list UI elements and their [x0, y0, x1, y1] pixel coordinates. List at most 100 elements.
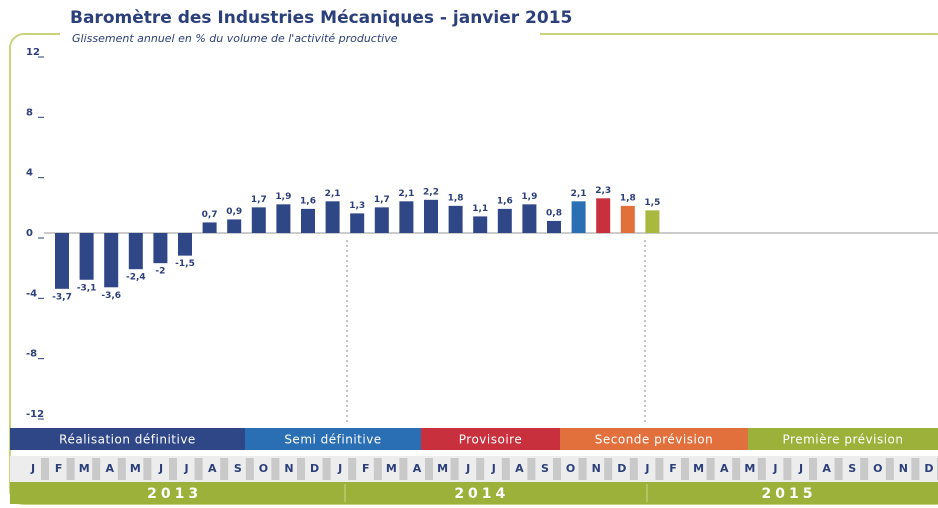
bar — [547, 220, 561, 233]
value-label: -2,4 — [126, 273, 146, 283]
x-tick-label: A — [208, 462, 217, 475]
x-tick-label: J — [491, 462, 496, 475]
month-cell — [501, 458, 510, 480]
value-label: -3,1 — [77, 283, 97, 293]
y-tick-label: 4 — [26, 168, 33, 179]
x-tick-label: A — [720, 462, 729, 475]
x-tick-label: S — [541, 462, 549, 475]
title-bg — [60, 4, 540, 48]
value-label: 2,2 — [423, 187, 439, 197]
month-cell — [783, 458, 792, 480]
bar — [473, 216, 488, 233]
bar — [202, 222, 217, 233]
month-cell — [399, 458, 408, 480]
month-cell — [732, 458, 741, 480]
phase-band — [10, 428, 245, 450]
bar — [55, 233, 69, 289]
bar — [497, 208, 512, 233]
y-tick-label: 0 — [26, 228, 33, 239]
value-label: -1,5 — [175, 259, 195, 269]
x-tick-label: M — [130, 462, 141, 475]
x-tick-label: D — [924, 462, 933, 475]
value-label: 2,1 — [398, 189, 414, 199]
x-tick-label: O — [873, 462, 882, 475]
value-label: 1,3 — [349, 201, 365, 211]
bar — [424, 199, 438, 233]
bar — [571, 201, 586, 233]
month-cell — [220, 458, 229, 480]
value-label: -3,6 — [101, 291, 121, 301]
value-label: 1,6 — [497, 196, 513, 206]
month-cell — [41, 458, 49, 480]
phase-band — [245, 428, 421, 450]
bar — [276, 204, 291, 233]
value-label: 2,1 — [571, 189, 587, 199]
x-tick-label: F — [362, 462, 370, 475]
x-tick-label: N — [592, 462, 601, 475]
month-cell — [143, 458, 152, 480]
month-strip — [10, 456, 938, 482]
bar — [153, 233, 168, 264]
x-tick-label: M — [79, 462, 90, 475]
value-label: 1,6 — [300, 196, 316, 206]
month-cell — [655, 458, 664, 480]
value-label: 1,8 — [448, 193, 464, 203]
year-label: 2015 — [762, 486, 817, 502]
x-tick-label: J — [30, 462, 35, 475]
phase-label: Seconde prévision — [595, 433, 714, 447]
value-label: 0,9 — [226, 207, 242, 217]
month-cell — [578, 458, 587, 480]
bar — [596, 198, 611, 233]
x-tick-label: J — [184, 462, 189, 475]
value-label: -3,7 — [52, 292, 72, 302]
x-tick-label: M — [437, 462, 448, 475]
bar — [79, 233, 94, 280]
phase-band — [560, 428, 748, 450]
month-cell — [194, 458, 203, 480]
month-cell — [911, 458, 920, 480]
x-tick-label: S — [848, 462, 856, 475]
value-label: 1,9 — [275, 192, 291, 202]
x-tick-label: N — [284, 462, 293, 475]
x-tick-label: D — [617, 462, 626, 475]
bar — [522, 204, 537, 233]
year-strip — [10, 482, 938, 504]
x-tick-label: A — [413, 462, 422, 475]
x-tick-label: M — [744, 462, 755, 475]
phase-label: Provisoire — [459, 433, 522, 447]
y-tick-label: -8 — [26, 349, 37, 360]
month-cell — [629, 458, 638, 480]
month-cell — [169, 458, 177, 480]
month-cell — [425, 458, 433, 480]
month-cell — [373, 458, 382, 480]
value-label: 1,1 — [472, 204, 488, 214]
x-tick-label: J — [644, 462, 649, 475]
y-tick-label: -12 — [26, 409, 44, 420]
phase-label: Semi définitive — [284, 433, 381, 447]
x-tick-label: J — [465, 462, 470, 475]
value-label: 0,7 — [202, 210, 218, 220]
month-cell — [322, 458, 331, 480]
phase-label: Première prévision — [783, 433, 904, 447]
bar — [325, 201, 340, 233]
chart-title: Baromètre des Industries Mécaniques - ja… — [70, 8, 572, 28]
month-cell — [834, 458, 843, 480]
month-cell — [681, 458, 689, 480]
value-label: 2,1 — [325, 189, 341, 199]
x-tick-label: S — [234, 462, 242, 475]
bar — [128, 233, 143, 270]
month-cell — [66, 458, 75, 480]
x-tick-label: A — [106, 462, 115, 475]
value-label: 1,8 — [620, 193, 636, 203]
x-tick-label: J — [772, 462, 777, 475]
month-cell — [450, 458, 459, 480]
bar — [178, 233, 192, 256]
y-tick-label: -4 — [26, 288, 37, 299]
month-cell — [553, 458, 561, 480]
bar — [374, 207, 389, 233]
bar — [620, 205, 635, 233]
x-tick-label: M — [386, 462, 397, 475]
year-label: 2013 — [147, 486, 202, 502]
bar — [350, 213, 365, 233]
